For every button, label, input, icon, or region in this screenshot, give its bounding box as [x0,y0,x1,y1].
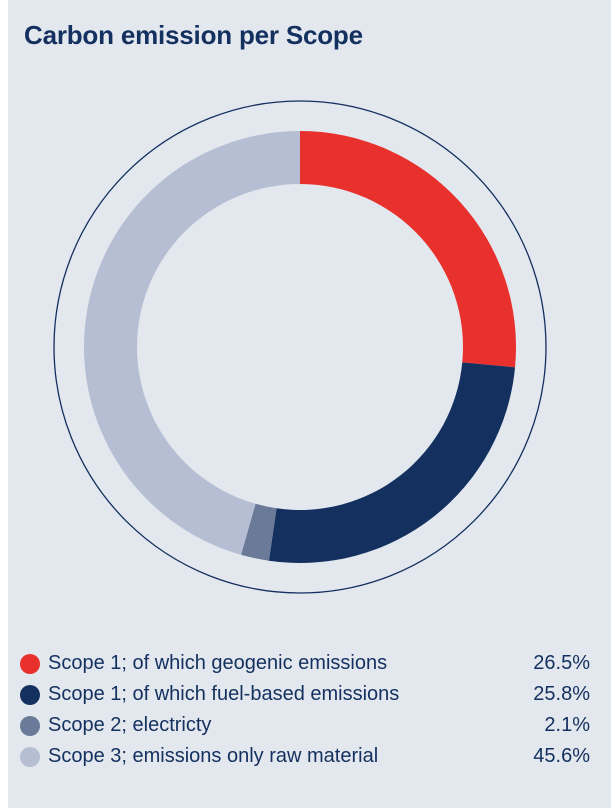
legend-label: Scope 1; of which fuel-based emissions [48,683,400,705]
legend: Scope 1; of which geogenic emissions 26.… [20,648,590,772]
legend-value: 45.6% [533,745,590,767]
legend-item: Scope 1; of which geogenic emissions 26.… [20,648,590,679]
legend-value: 2.1% [544,714,590,736]
legend-item: Scope 1; of which fuel-based emissions 2… [20,679,590,710]
slice-fuel-based [268,362,516,563]
legend-label: Scope 2; electricty [48,714,212,736]
chart-title: Carbon emission per Scope [24,20,363,50]
legend-value: 25.8% [533,683,590,705]
donut-slices [84,131,516,563]
legend-swatch-raw-material [20,747,40,767]
legend-item: Scope 3; emissions only raw material 45.… [20,741,590,772]
legend-label: Scope 3; emissions only raw material [48,745,379,767]
outer-ring [53,100,547,594]
legend-swatch-electricity [20,716,40,736]
legend-swatch-geogenic [20,654,40,674]
donut-chart [53,100,547,594]
legend-label: Scope 1; of which geogenic emissions [48,652,388,674]
slice-raw-material [84,131,300,555]
slice-electricity [241,503,277,561]
legend-value: 26.5% [533,652,590,674]
slice-geogenic [300,131,516,368]
legend-item: Scope 2; electricty 2.1% [20,710,590,741]
legend-swatch-fuel-based [20,685,40,705]
